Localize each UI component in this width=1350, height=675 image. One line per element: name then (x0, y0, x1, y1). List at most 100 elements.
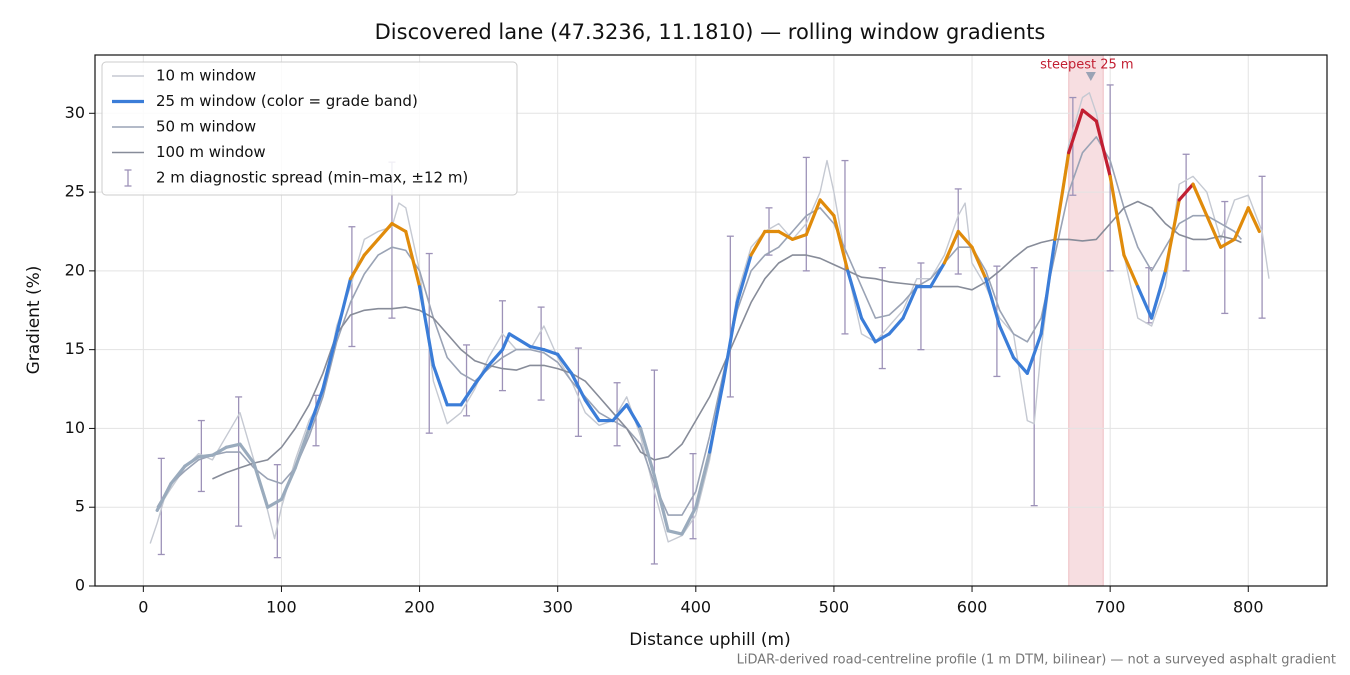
series-segment (777, 229, 795, 241)
series-segment (638, 426, 656, 478)
series-segment (832, 214, 850, 273)
series-segment (873, 332, 891, 344)
series-segment (376, 221, 394, 241)
series-segment (321, 332, 339, 391)
series-segment (431, 363, 449, 407)
x-tick-label: 500 (819, 598, 850, 617)
series-segment (1039, 237, 1057, 336)
series-segment (846, 269, 864, 320)
error-bar (1258, 175, 1266, 319)
legend-label: 25 m window (color = grade band) (156, 92, 418, 110)
series-segment (749, 229, 767, 257)
series-segment (1094, 119, 1112, 178)
series-segment (252, 461, 270, 509)
legend-label: 100 m window (156, 143, 266, 161)
legend-label: 10 m window (156, 67, 256, 85)
series-segment (417, 285, 435, 368)
series-line (156, 136, 1243, 516)
series-segment (569, 371, 587, 402)
error-bar (235, 396, 243, 527)
series-segment (1108, 174, 1126, 257)
series-segment (307, 387, 325, 431)
series-segment (1080, 108, 1098, 123)
series-segment (708, 379, 726, 454)
error-bar (537, 306, 545, 401)
y-tick-label: 15 (65, 339, 85, 358)
series-segment (224, 442, 242, 449)
series-segment (459, 382, 477, 407)
series-segment (694, 450, 712, 509)
error-bar (1030, 267, 1038, 507)
series-segment (183, 455, 201, 468)
series-segment (404, 229, 422, 289)
series-segment (625, 403, 643, 431)
legend-label: 50 m window (156, 118, 256, 136)
series-segment (1191, 182, 1209, 218)
y-tick-label: 0 (75, 576, 85, 595)
x-axis-label: Distance uphill (m) (629, 630, 790, 650)
error-bar (802, 156, 810, 272)
error-bar (1182, 153, 1190, 272)
series-segment (721, 300, 739, 383)
series-segment (473, 363, 491, 386)
series-segment (859, 316, 877, 344)
series-segment (611, 403, 629, 423)
y-tick-label: 25 (65, 182, 85, 201)
series-segment (942, 229, 960, 265)
series-segment (1219, 237, 1237, 249)
y-tick-label: 5 (75, 497, 85, 516)
x-tick-label: 200 (404, 598, 435, 617)
series-segment (362, 237, 380, 257)
series-segment (666, 529, 684, 536)
error-bar (726, 235, 734, 398)
error-bar (917, 262, 925, 351)
y-tick-label: 30 (65, 103, 85, 122)
series-segment (1232, 206, 1250, 241)
series-segment (583, 398, 601, 423)
series-segment (1136, 285, 1154, 320)
series-segment (335, 277, 353, 336)
series-segment (1177, 182, 1195, 202)
legend-box (101, 61, 518, 196)
highlight-span (1068, 54, 1104, 587)
series-segment (155, 481, 173, 512)
series-segment (1149, 269, 1168, 320)
x-tick-label: 800 (1233, 598, 1264, 617)
series-segment (735, 253, 753, 304)
error-bar (878, 267, 886, 370)
series-segment (210, 445, 228, 457)
x-tick-label: 700 (1095, 598, 1126, 617)
series-segment (1053, 151, 1071, 241)
series-segment (542, 348, 560, 356)
series-segment (1246, 206, 1261, 234)
series-segment (998, 324, 1016, 360)
x-tick-label: 600 (957, 598, 988, 617)
series-segment (556, 352, 574, 375)
series-segment (1122, 253, 1140, 289)
series-segment (293, 426, 311, 470)
y-tick-label: 20 (65, 260, 85, 279)
highlight-marker (1085, 72, 1096, 82)
y-tick-label: 10 (65, 418, 85, 437)
series-segment (390, 221, 408, 234)
error-bar (348, 226, 356, 348)
series-segment (279, 466, 297, 501)
chart-title: Discovered lane (47.3236, 11.1810) — rol… (375, 20, 1046, 44)
x-tick-label: 400 (681, 598, 712, 617)
y-axis-label: Gradient (%) (24, 266, 44, 375)
error-bar (273, 464, 281, 559)
series-segment (804, 198, 822, 237)
error-bar (574, 347, 582, 437)
series-segment (929, 261, 947, 289)
series-segment (970, 245, 988, 281)
error-bar (1221, 200, 1229, 315)
x-tick-label: 100 (266, 598, 297, 617)
series-segment (1067, 108, 1085, 155)
series-segment (169, 464, 187, 486)
series-segment (818, 198, 836, 218)
series-segment (1025, 332, 1043, 375)
footnote: LiDAR-derived road-centreline profile (1… (737, 653, 1336, 668)
x-tick-label: 300 (542, 598, 573, 617)
series-segment (901, 285, 919, 320)
error-bar (650, 369, 658, 565)
